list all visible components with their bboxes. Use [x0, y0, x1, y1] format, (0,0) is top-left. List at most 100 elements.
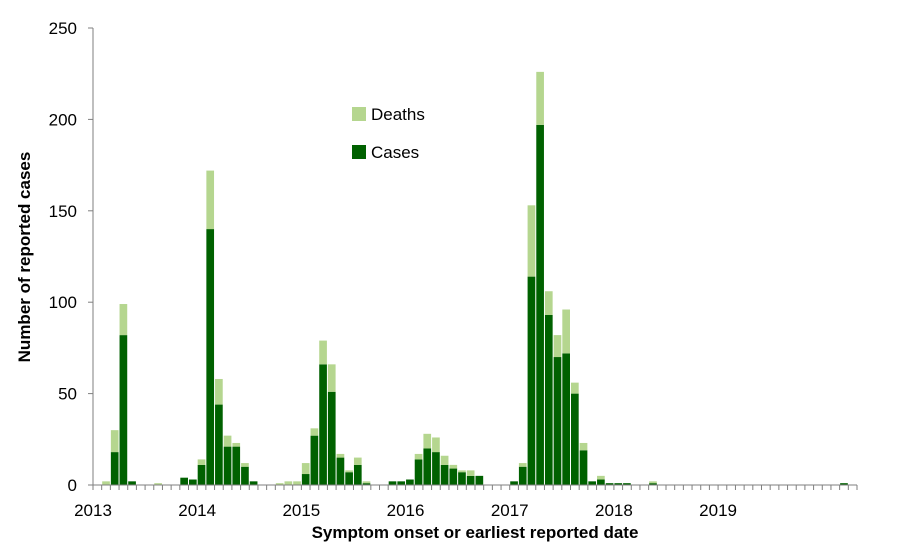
legend: Deaths Cases — [352, 105, 425, 162]
y-tick-label: 0 — [68, 476, 77, 495]
bar-cases — [406, 479, 414, 485]
bar-cases — [362, 483, 371, 485]
x-tick-label: 2014 — [178, 501, 216, 520]
bar-cases — [458, 472, 466, 485]
x-tick-label: 2016 — [387, 501, 425, 520]
bar-cases — [518, 466, 527, 485]
bar-cases — [571, 393, 579, 485]
bar-cases — [353, 464, 362, 485]
bar-cases — [319, 364, 327, 485]
bar-deaths — [527, 205, 536, 277]
legend-label-cases: Cases — [371, 143, 419, 162]
bar-cases — [579, 450, 588, 485]
bar-cases — [840, 483, 848, 485]
x-axis: 2013 2014 2015 2016 2017 2018 2019 — [74, 484, 858, 520]
bar-cases — [414, 459, 423, 485]
bar-cases — [388, 481, 397, 485]
bar-cases — [605, 483, 614, 485]
bar-deaths — [206, 170, 215, 230]
bar-cases — [301, 474, 310, 485]
bar-cases — [536, 124, 544, 485]
bar-deaths — [353, 457, 362, 465]
x-tick-label: 2015 — [282, 501, 320, 520]
legend-label-deaths: Deaths — [371, 105, 425, 124]
bar-cases — [189, 479, 197, 485]
bar-deaths — [466, 470, 475, 476]
bar-deaths — [579, 442, 588, 451]
bar-deaths — [562, 309, 570, 354]
bar-deaths — [110, 430, 119, 453]
bar-cases — [440, 464, 449, 485]
bar-cases — [241, 466, 249, 485]
bar-cases — [623, 483, 631, 485]
bars-group — [102, 71, 848, 485]
bar-cases — [588, 481, 597, 485]
bar-cases — [180, 477, 188, 485]
x-tick-label: 2017 — [491, 501, 529, 520]
legend-swatch-deaths — [352, 107, 366, 121]
bar-deaths — [440, 455, 449, 465]
bar-deaths — [241, 463, 249, 467]
bar-cases — [215, 404, 223, 485]
bar-deaths — [223, 435, 232, 447]
legend-swatch-cases — [352, 145, 366, 159]
bar-deaths — [310, 428, 319, 436]
bar-deaths — [571, 382, 579, 394]
bar-deaths — [319, 340, 327, 365]
x-axis-title: Symptom onset or earliest reported date — [312, 523, 639, 542]
bar-cases — [197, 464, 206, 485]
bar-cases — [128, 481, 136, 485]
bar-deaths — [275, 483, 284, 485]
bar-cases — [432, 452, 440, 485]
y-tick-label: 200 — [49, 110, 77, 129]
bar-deaths — [301, 463, 310, 475]
x-tick-label: 2013 — [74, 501, 112, 520]
bar-deaths — [432, 437, 440, 453]
bar-deaths — [449, 464, 458, 469]
y-tick-label: 50 — [58, 385, 77, 404]
bar-cases — [614, 483, 623, 485]
bar-deaths — [215, 378, 223, 405]
bar-cases — [649, 483, 657, 485]
bar-deaths — [232, 442, 241, 447]
x-tick-label: 2019 — [699, 501, 737, 520]
bar-deaths — [414, 453, 423, 460]
y-axis: 0 50 100 150 200 250 — [49, 19, 94, 495]
bar-cases — [110, 452, 119, 485]
bar-cases — [310, 435, 319, 485]
bar-deaths — [518, 463, 527, 467]
bar-deaths — [197, 459, 206, 465]
bar-deaths — [154, 483, 162, 485]
bar-deaths — [293, 481, 301, 485]
y-axis-title: Number of reported cases — [15, 152, 34, 363]
bar-cases — [119, 335, 128, 485]
bar-cases — [544, 314, 553, 485]
bar-deaths — [119, 304, 128, 336]
bar-deaths — [458, 470, 466, 473]
bar-cases — [466, 475, 475, 485]
bar-cases — [223, 446, 232, 485]
bar-cases — [336, 457, 345, 485]
bar-cases — [475, 475, 484, 485]
bar-cases — [232, 446, 241, 485]
bar-cases — [423, 448, 432, 485]
bar-deaths — [423, 433, 432, 449]
y-tick-label: 250 — [49, 19, 77, 38]
bar-cases — [345, 472, 353, 485]
bar-deaths — [536, 71, 544, 125]
bar-deaths — [327, 364, 336, 392]
bar-cases — [449, 468, 458, 485]
y-tick-label: 100 — [49, 293, 77, 312]
bar-cases — [327, 391, 336, 485]
bar-cases — [597, 479, 605, 485]
bar-deaths — [336, 453, 345, 458]
x-tick-label: 2018 — [595, 501, 633, 520]
bar-deaths — [102, 481, 110, 485]
y-tick-label: 150 — [49, 202, 77, 221]
bar-deaths — [553, 335, 562, 358]
bar-deaths — [345, 470, 353, 473]
bar-cases — [562, 353, 570, 485]
bar-deaths — [649, 481, 657, 484]
bar-cases — [206, 229, 215, 485]
